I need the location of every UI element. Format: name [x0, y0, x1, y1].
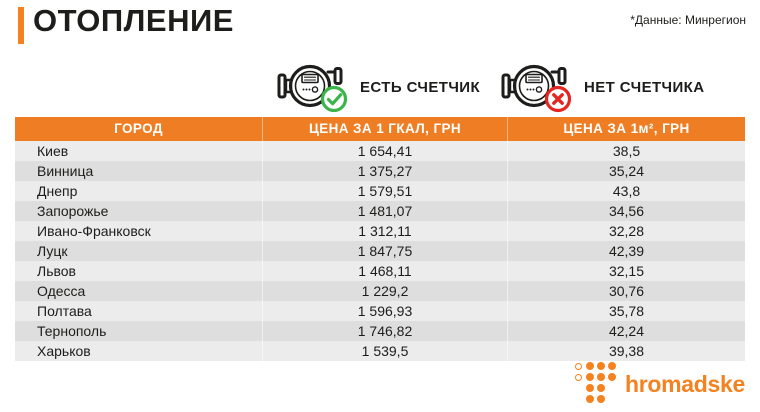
table-row: Винница 1 375,27 35,24 — [15, 161, 745, 181]
page-title: ОТОПЛЕНИЕ — [33, 3, 234, 38]
price-m2-cell: 32,28 — [608, 223, 645, 239]
heating-price-table: ГОРОД ЦЕНА ЗА 1 ГКАЛ, ГРН ЦЕНА ЗА 1м², Г… — [15, 117, 745, 361]
city-cell: Полтава — [15, 301, 263, 321]
price-m2-cell: 35,24 — [608, 163, 645, 179]
price-m2-cell: 35,78 — [608, 303, 645, 319]
logo-dot-empty — [575, 395, 583, 403]
city-cell: Львов — [15, 261, 263, 281]
table-body: Киев 1 654,41 38,5 Винница 1 375,27 35,24 Днеп… — [15, 141, 745, 361]
logo-dot — [607, 362, 616, 370]
logo-dot-empty — [608, 384, 616, 392]
table-row: Ивано-Франковск 1 312,11 32,28 — [15, 221, 745, 241]
logo-dot — [585, 384, 594, 392]
title-accent-bar — [18, 7, 24, 44]
col-header-city: ГОРОД — [15, 117, 263, 141]
table-row: Полтава 1 596,93 35,78 — [15, 301, 745, 321]
logo-dot — [596, 362, 605, 370]
price-m2-cell: 38,5 — [612, 143, 641, 159]
price-gcal-cell: 1 847,75 — [263, 241, 508, 261]
logo-dot-empty — [608, 395, 616, 403]
price-gcal-cell: 1 229,2 — [263, 281, 508, 301]
price-gcal-cell: 1 539,5 — [263, 341, 508, 361]
city-cell: Днепр — [15, 181, 263, 201]
col-header-price-gcal: ЦЕНА ЗА 1 ГКАЛ, ГРН — [263, 117, 508, 141]
logo-dot — [585, 373, 594, 381]
price-gcal-cell: 1 468,11 — [263, 261, 508, 281]
price-gcal-cell: 1 481,07 — [263, 201, 508, 221]
data-source-note: *Данные: Минрегион — [630, 13, 746, 27]
price-m2-cell: 43,8 — [612, 183, 641, 199]
hromadske-logo-text: hromadske — [624, 371, 745, 397]
legend-no-meter-label: НЕТ СЧЕТЧИКА — [584, 78, 705, 96]
table-row: Харьков 1 539,5 39,38 — [15, 341, 745, 361]
price-gcal-cell: 1 375,27 — [263, 161, 508, 181]
table-row: Запорожье 1 481,07 34,56 — [15, 201, 745, 221]
city-cell: Киев — [15, 141, 263, 161]
price-gcal-cell: 1 596,93 — [263, 301, 508, 321]
price-m2-cell: 42,24 — [608, 323, 645, 339]
logo-dot — [596, 395, 605, 403]
logo-dot — [585, 395, 594, 403]
logo-ring — [575, 362, 583, 370]
meter-with-red-cross-icon — [501, 61, 579, 113]
col-header-price-m2: ЦЕНА ЗА 1м², ГРН — [563, 121, 690, 136]
table-row: Киев 1 654,41 38,5 — [15, 141, 745, 161]
logo-dot-empty — [575, 384, 583, 392]
price-m2-cell: 32,15 — [608, 263, 645, 279]
price-gcal-cell: 1 654,41 — [263, 141, 508, 161]
legend-has-meter-label: ЕСТЬ СЧЕТЧИК — [360, 78, 481, 96]
city-cell: Тернополь — [15, 321, 263, 341]
table-row: Львов 1 468,11 32,15 — [15, 261, 745, 281]
price-gcal-cell: 1 746,82 — [263, 321, 508, 341]
city-cell: Луцк — [15, 241, 263, 261]
price-m2-cell: 34,56 — [608, 203, 645, 219]
table-row: Тернополь 1 746,82 42,24 — [15, 321, 745, 341]
city-cell: Одесса — [15, 281, 263, 301]
legend-no-meter: НЕТ СЧЕТЧИКА — [501, 61, 704, 113]
city-cell: Харьков — [15, 341, 263, 361]
hromadske-dots-icon — [575, 362, 617, 404]
table-row: Одесса 1 229,2 30,76 — [15, 281, 745, 301]
price-m2-cell: 30,76 — [608, 283, 645, 299]
city-cell: Винница — [15, 161, 263, 181]
logo-dot — [596, 384, 605, 392]
logo-ring — [575, 373, 583, 381]
meter-with-green-check-icon — [277, 61, 355, 113]
logo-dot — [585, 362, 594, 370]
table-row: Днепр 1 579,51 43,8 — [15, 181, 745, 201]
price-m2-cell: 39,38 — [608, 343, 645, 359]
legend-has-meter: ЕСТЬ СЧЕТЧИК — [277, 61, 480, 113]
table-row: Луцк 1 847,75 42,39 — [15, 241, 745, 261]
logo-dot — [607, 373, 616, 381]
city-cell: Ивано-Франковск — [15, 221, 263, 241]
logo-dot — [596, 373, 605, 381]
table-header-row: ГОРОД ЦЕНА ЗА 1 ГКАЛ, ГРН ЦЕНА ЗА 1м², Г… — [15, 117, 745, 141]
price-gcal-cell: 1 579,51 — [263, 181, 508, 201]
price-m2-cell: 42,39 — [608, 243, 645, 259]
hromadske-logo: hromadske — [575, 362, 745, 404]
city-cell: Запорожье — [15, 201, 263, 221]
price-gcal-cell: 1 312,11 — [263, 221, 508, 241]
